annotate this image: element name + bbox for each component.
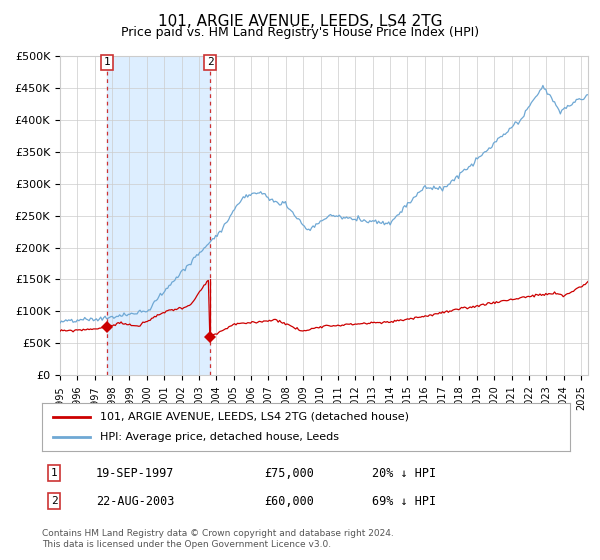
Text: 22-AUG-2003: 22-AUG-2003	[96, 494, 175, 508]
Text: HPI: Average price, detached house, Leeds: HPI: Average price, detached house, Leed…	[100, 432, 339, 442]
Text: 1: 1	[104, 57, 110, 67]
Text: Contains HM Land Registry data © Crown copyright and database right 2024.
This d: Contains HM Land Registry data © Crown c…	[42, 529, 394, 549]
Text: £75,000: £75,000	[264, 466, 314, 480]
Text: £60,000: £60,000	[264, 494, 314, 508]
Text: 19-SEP-1997: 19-SEP-1997	[96, 466, 175, 480]
Text: 101, ARGIE AVENUE, LEEDS, LS4 2TG (detached house): 101, ARGIE AVENUE, LEEDS, LS4 2TG (detac…	[100, 412, 409, 422]
Text: 2: 2	[50, 496, 58, 506]
Text: 101, ARGIE AVENUE, LEEDS, LS4 2TG: 101, ARGIE AVENUE, LEEDS, LS4 2TG	[158, 14, 442, 29]
Bar	[107, 56, 210, 375]
Text: 69% ↓ HPI: 69% ↓ HPI	[372, 494, 436, 508]
Text: Price paid vs. HM Land Registry's House Price Index (HPI): Price paid vs. HM Land Registry's House …	[121, 26, 479, 39]
Text: 20% ↓ HPI: 20% ↓ HPI	[372, 466, 436, 480]
Text: 2: 2	[206, 57, 214, 67]
Text: 1: 1	[50, 468, 58, 478]
